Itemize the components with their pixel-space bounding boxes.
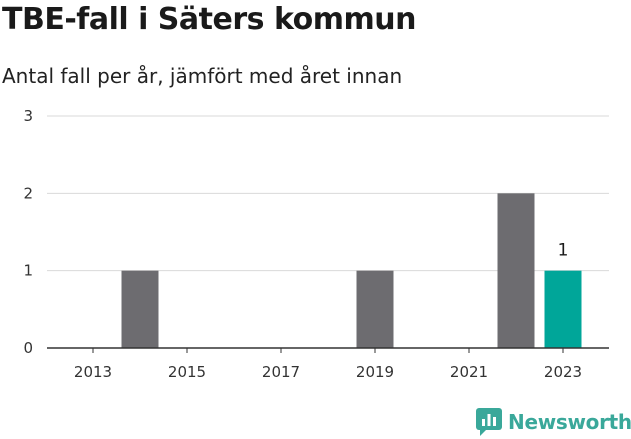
data-label: 1: [558, 241, 569, 261]
x-tick-label: 2017: [262, 363, 300, 381]
y-tick-label: 3: [23, 107, 33, 125]
newsworthy-logo-icon: [476, 408, 502, 436]
bar: [356, 270, 394, 348]
brand-name: Newsworthy: [508, 410, 631, 434]
x-tick-label: 2021: [450, 363, 488, 381]
y-tick-label: 0: [23, 339, 33, 357]
chart-subtitle: Antal fall per år, jämfört med året inna…: [2, 64, 403, 88]
x-tick-label: 2023: [544, 363, 582, 381]
x-tick-label: 2013: [74, 363, 112, 381]
bar: [121, 270, 159, 348]
bar-chart: 0 1 2 3 2013 2015 2017 2019 2021 2023 1: [23, 107, 609, 381]
bar: [544, 270, 582, 348]
x-tick-label: 2019: [356, 363, 394, 381]
y-tick-label: 2: [23, 184, 33, 202]
x-tick-label: 2015: [168, 363, 206, 381]
bar: [497, 193, 535, 348]
chart-title: TBE-fall i Säters kommun: [2, 2, 416, 37]
y-tick-label: 1: [23, 262, 33, 280]
newsworthy-brand: Newsworthy: [476, 408, 631, 436]
